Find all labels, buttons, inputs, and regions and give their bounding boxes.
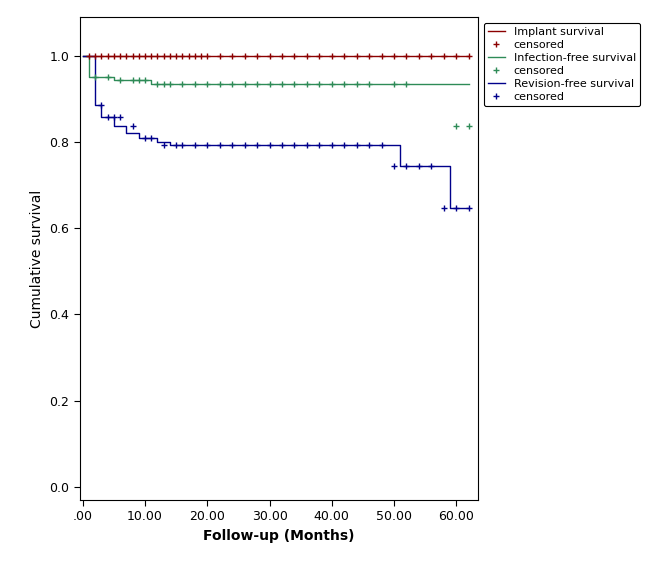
Y-axis label: Cumulative survival: Cumulative survival [30,189,44,328]
X-axis label: Follow-up (Months): Follow-up (Months) [203,529,355,543]
Legend: Implant survival, censored, Infection-free survival, censored, Revision-free sur: Implant survival, censored, Infection-fr… [483,23,640,106]
